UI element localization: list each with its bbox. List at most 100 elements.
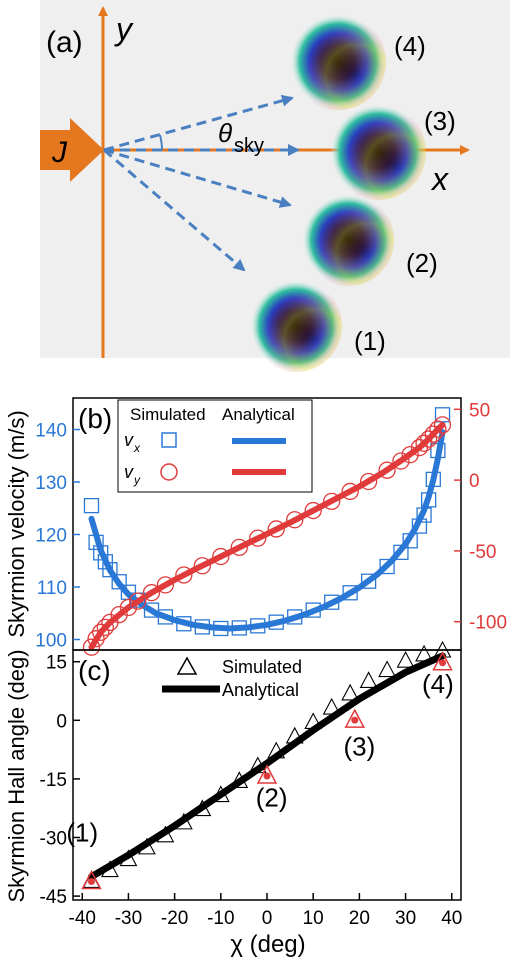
c-x-tick-label: -10 (207, 908, 234, 929)
panel-b-legend: Simulated Analytical v x v y (117, 399, 313, 493)
b-right-tick-label: 0 (469, 471, 480, 492)
vy_simulated-point (415, 434, 433, 452)
panel-b-series (82, 407, 452, 656)
b-left-tick-label: 120 (35, 526, 67, 547)
skyrmion-3: (3) (330, 104, 456, 200)
b-right-tick-label: -100 (469, 613, 507, 634)
panel-c: -45 -30 -15 0 15 -40 -30 -20 -10 0 10 20 30 40 (c) Sk… (4, 640, 463, 958)
c-x-tick-label: -20 (161, 908, 188, 929)
vy_simulated-point (142, 584, 161, 602)
c-y-tick-label: -45 (40, 887, 67, 908)
c-x-tick-label: 30 (395, 908, 416, 929)
vx_simulated-point (213, 620, 229, 637)
panel-c-legend: Simulated Analytical (162, 656, 302, 700)
legend-vx-marker (161, 432, 177, 448)
selected-triangle (256, 764, 278, 784)
vy_simulated-point (119, 598, 138, 617)
c-y-tick-label: 0 (56, 711, 67, 732)
vy_simulated-point (96, 618, 114, 636)
vy_simulated-point (175, 566, 193, 584)
panel-b-left-axis: 100 110 120 130 140 (35, 421, 80, 652)
vx_simulated-point (305, 602, 321, 618)
b-left-tick-label: 140 (35, 421, 67, 442)
c-annotation: (2) (256, 782, 288, 812)
legend-vy-symbol: v (124, 462, 134, 482)
vy_simulated-point (378, 461, 396, 479)
c-y-tick-label: -15 (40, 770, 67, 791)
skyrmion-label-3: (3) (424, 106, 456, 136)
legend-header-simulated: Simulated (130, 405, 206, 424)
vy_simulated-point (304, 501, 322, 520)
vy_simulated-point (230, 538, 248, 557)
panel-b-right-axis: 50 0 -50 -100 (454, 400, 507, 634)
skyrmion-label-4: (4) (394, 31, 426, 61)
vx_simulated-point (425, 471, 441, 488)
panel-c-ylabel: Skyrmion Hall angle (deg) (4, 649, 29, 902)
panel-a: (a) y x J θ sky (4) (3) (40, 0, 510, 372)
c-annotation: (3) (343, 731, 375, 761)
vx_simulated-point (342, 585, 358, 601)
c-y-tick-label: -30 (40, 829, 67, 850)
angle-subscript: sky (234, 135, 264, 157)
vy_simulated-point (267, 520, 285, 538)
vx_simulated-point (176, 616, 192, 632)
skyrmion-label-2: (2) (406, 248, 438, 278)
vx_simulated-point (402, 533, 418, 549)
vx_simulated-point (102, 562, 118, 578)
vx_simulated-point (231, 620, 247, 636)
legend-header-analytical: Analytical (222, 405, 295, 424)
vx_simulated-point (250, 618, 266, 634)
vy_simulated-point (110, 605, 128, 624)
selected-triangle (432, 651, 453, 671)
vx_simulated-point (379, 558, 395, 575)
vx_simulated-point (88, 534, 104, 551)
b-left-tick-label: 110 (37, 578, 67, 599)
trajectory-arrow-2 (103, 148, 292, 208)
b-right-tick-label: 50 (469, 400, 490, 421)
vy_simulated-point (193, 557, 211, 575)
vx_analytical-line (88, 429, 446, 632)
panel-b: 100 110 120 130 140 50 0 -50 -100 (b) Skyrmion … (4, 397, 507, 656)
c-x-tick-label: 10 (303, 908, 324, 929)
skyrmion-4: (4) (290, 14, 426, 110)
vy_simulated-point (156, 576, 175, 594)
vx_simulated-point (83, 497, 100, 514)
trajectory-arrow-4 (103, 94, 294, 152)
selected-triangle (344, 708, 366, 728)
skyrmion-label-1: (1) (354, 326, 386, 356)
vy_simulated-point (212, 547, 230, 566)
selected-dot (351, 716, 359, 724)
vx_simulated-point (111, 574, 127, 590)
legend-vx-subscript: x (133, 441, 141, 455)
vy_simulated-point (429, 420, 447, 438)
vx_simulated-point (268, 614, 284, 630)
vx_simulated-point (421, 492, 437, 508)
vy_simulated-point (92, 623, 110, 641)
panel-c-xlabel: χ (deg) (230, 931, 305, 958)
vx_simulated-point (393, 544, 409, 560)
vy_simulated-point (323, 492, 341, 510)
c-x-tick-label: 20 (349, 908, 370, 929)
x-axis-label: x (430, 161, 449, 197)
c-x-tick-label: -40 (69, 908, 96, 929)
legend-box (117, 399, 313, 493)
legend-simulated-label: Simulated (222, 657, 302, 677)
vy_simulated-point (129, 592, 147, 610)
c-annotation: (1) (66, 817, 98, 847)
vx_simulated-point (324, 594, 340, 610)
legend-vy-marker (160, 463, 178, 481)
y-axis-label: y (114, 11, 134, 47)
legend-simulated-marker (176, 656, 198, 675)
b-right-tick-label: -50 (469, 542, 496, 563)
panel-c-axes: -45 -30 -15 0 15 -40 -30 -20 -10 0 10 20 30 40 (40, 653, 463, 929)
vx_simulated-point (416, 507, 432, 523)
vx_simulated-point (360, 573, 377, 589)
vy_simulated-point (87, 630, 105, 648)
c-annotation: (4) (422, 669, 454, 699)
vy_simulated-point (341, 482, 359, 501)
selected-dot (263, 772, 271, 780)
b-left-tick-label: 100 (35, 631, 67, 652)
legend-vy-subscript: y (133, 473, 141, 487)
vy_analytical-line (88, 421, 446, 651)
